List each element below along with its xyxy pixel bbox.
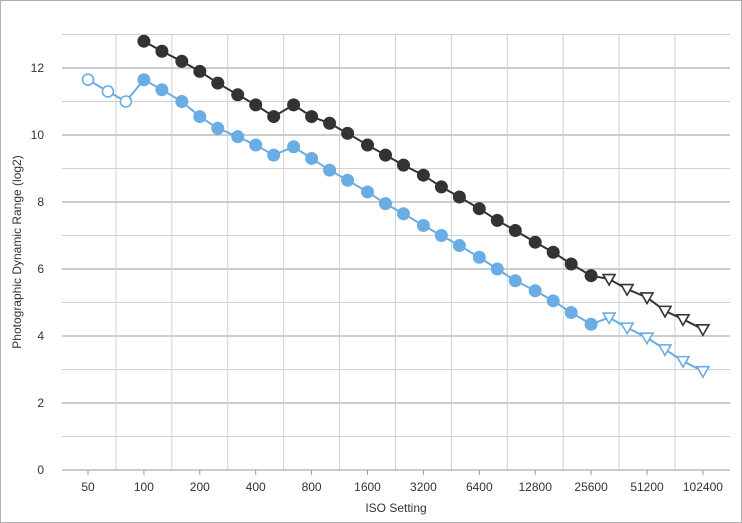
series-2-point: [323, 163, 337, 177]
series-2-point: [287, 140, 301, 154]
series-2-point: [657, 344, 673, 358]
series-1-point: [305, 110, 319, 124]
y-tick-label: 2: [37, 396, 44, 410]
x-tick-label: 800: [302, 480, 322, 494]
x-tick-label: 50: [81, 480, 95, 494]
series-1-point: [657, 305, 673, 319]
series-1-point: [155, 44, 169, 58]
series-2-point: [101, 85, 115, 98]
grid: [62, 34, 730, 471]
series-1-point: [546, 245, 560, 259]
series-1-point: [211, 76, 225, 90]
series-2-point: [305, 151, 319, 165]
series-2-point: [639, 332, 655, 346]
series-2-line: [87, 78, 704, 373]
series-2-point: [361, 185, 374, 199]
series-1-point: [528, 235, 542, 249]
series-2-point: [155, 83, 169, 97]
series-2-point: [601, 312, 617, 326]
series-2-point: [528, 284, 542, 298]
series-1-point: [396, 158, 410, 172]
x-tick-label: 25600: [574, 480, 608, 494]
series-2-point: [119, 95, 133, 108]
series-1-point: [584, 269, 598, 283]
series-1-point: [378, 148, 392, 162]
series-2-point: [508, 274, 522, 288]
series-1-point: [341, 126, 355, 140]
series-1-point: [249, 98, 263, 112]
series-1-point: [675, 313, 691, 327]
y-tick-label: 6: [37, 262, 44, 276]
series-1-point: [323, 116, 337, 130]
x-tick-label: 51200: [630, 480, 664, 494]
series: [81, 34, 711, 379]
y-tick-label: 10: [31, 128, 45, 142]
series-1-point: [287, 98, 301, 112]
series-2-point: [396, 207, 410, 221]
x-tick-label: 12800: [519, 480, 553, 494]
series-1-point: [361, 138, 374, 152]
y-tick-label: 8: [37, 195, 44, 209]
series-1-point: [452, 190, 466, 204]
series-1-point: [472, 202, 486, 216]
series-1-point: [416, 168, 430, 182]
series-2-point: [434, 229, 448, 242]
series-1-point: [175, 54, 189, 68]
series-2-point: [564, 306, 578, 320]
axes: 0 2 4 6 8 10 12 50 100 200 400 800 1600 3200 6400 12800…: [31, 61, 730, 494]
series-1-point: [267, 110, 281, 124]
series-2-point: [378, 197, 392, 211]
series-1-point: [434, 180, 448, 194]
series-1-point: [639, 292, 655, 306]
series-1-point: [490, 213, 504, 227]
series-2-point: [231, 130, 245, 144]
series-2-point: [81, 73, 95, 87]
series-2-point: [137, 73, 151, 87]
series-2-point: [452, 239, 466, 253]
series-2-point: [249, 138, 263, 152]
series-2-point: [267, 148, 281, 162]
series-1-point: [137, 34, 151, 48]
series-1-point: [508, 223, 522, 237]
series-2-point: [546, 294, 560, 308]
x-axis-title: ISO Setting: [365, 501, 426, 515]
x-tick-label: 3200: [410, 480, 437, 494]
x-tick-label: 400: [246, 480, 266, 494]
series-2-point: [472, 250, 486, 264]
y-tick-label: 12: [31, 61, 45, 75]
y-tick-label: 4: [37, 329, 44, 343]
series-2-point: [175, 95, 189, 108]
x-tick-label: 1600: [354, 480, 381, 494]
series-1-point: [193, 64, 207, 78]
series-2-point: [675, 355, 691, 369]
series-1-point: [231, 88, 245, 102]
series-2-point: [416, 218, 430, 232]
series-1-point: [619, 283, 635, 297]
series-1-point: [564, 257, 578, 271]
series-2-point: [490, 262, 504, 276]
series-1-point: [601, 273, 617, 287]
y-axis-title: Photographic Dynamic Range (log2): [10, 155, 24, 348]
x-tick-label: 100: [134, 480, 154, 494]
series-2-point: [341, 173, 355, 187]
x-tick-label: 200: [190, 480, 210, 494]
series-2-point: [211, 121, 225, 135]
series-2-point: [584, 317, 598, 331]
series-2-point: [695, 365, 711, 379]
x-tick-label: 102400: [683, 480, 723, 494]
y-tick-label: 0: [37, 463, 44, 477]
x-tick-label: 6400: [466, 480, 493, 494]
series-2-point: [193, 110, 207, 124]
series-1-point: [695, 324, 711, 337]
series-2-point: [619, 322, 635, 336]
